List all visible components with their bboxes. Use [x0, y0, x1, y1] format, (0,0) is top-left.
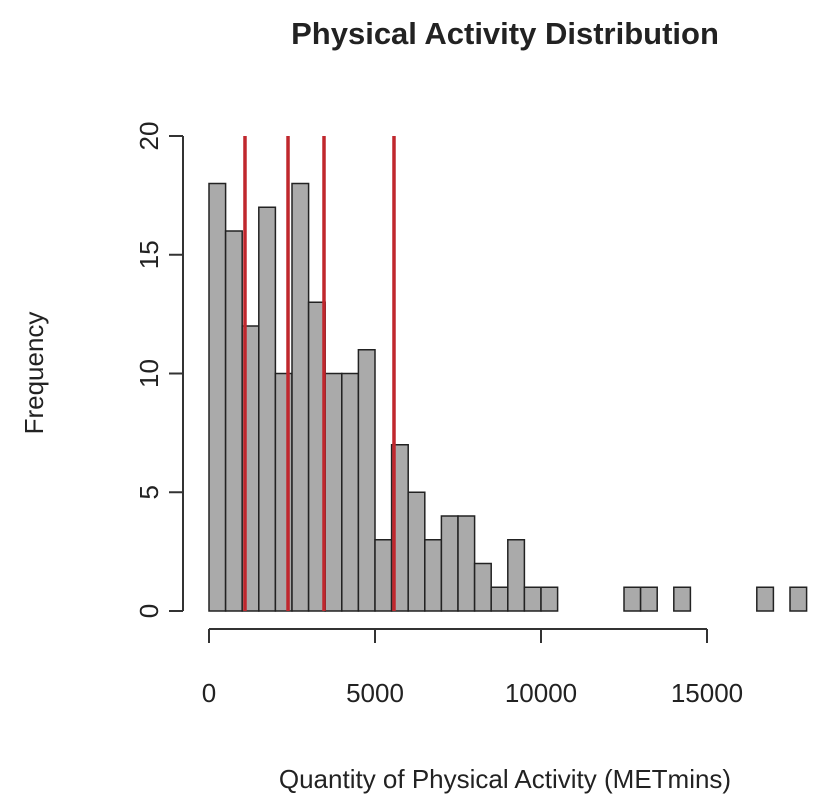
y-tick-label: 20	[134, 122, 164, 151]
bar	[457, 515, 476, 612]
chart-title: Physical Activity Distribution	[291, 16, 719, 51]
x-tick-label: 10000	[505, 678, 577, 708]
bar	[756, 586, 775, 612]
x-tick-label: 5000	[346, 678, 404, 708]
bar	[407, 491, 426, 612]
x-axis-label: Quantity of Physical Activity (METmins)	[279, 764, 731, 794]
bar	[258, 206, 277, 612]
x-tick-label: 15000	[671, 678, 743, 708]
bar	[540, 586, 559, 612]
x-tick-label: 0	[202, 678, 216, 708]
y-tick-label: 5	[134, 485, 164, 499]
bar	[424, 539, 443, 612]
bar	[374, 539, 393, 612]
bar	[341, 372, 360, 612]
bar	[357, 349, 376, 612]
bar	[523, 586, 542, 612]
bar	[507, 539, 526, 612]
bar	[673, 586, 692, 612]
y-tick-label: 0	[134, 604, 164, 618]
bar	[440, 515, 459, 612]
bar	[490, 586, 509, 612]
bar	[291, 182, 310, 612]
y-tick-label: 15	[134, 240, 164, 269]
bar	[789, 586, 808, 612]
bar	[639, 586, 658, 612]
y-tick-label: 10	[134, 359, 164, 388]
bar	[224, 230, 243, 612]
bar	[324, 372, 343, 612]
bar	[623, 586, 642, 612]
bar	[208, 182, 227, 612]
y-axis-label: Frequency	[19, 312, 49, 435]
bar	[473, 562, 492, 612]
